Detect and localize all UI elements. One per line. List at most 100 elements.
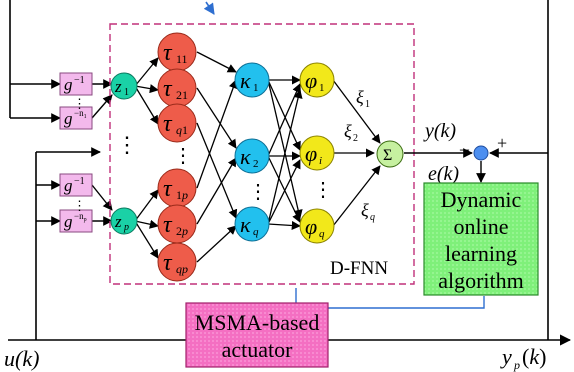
svg-text:κ: κ	[240, 68, 251, 93]
actuator-block: MSMA-based actuator	[185, 302, 329, 368]
svg-text:τ: τ	[163, 76, 173, 102]
rule-node-kappa1: κ 1	[234, 62, 270, 98]
rule-nodes: κ 1 κ 2 ⋮ κ q	[234, 62, 270, 242]
svg-text:τ: τ	[163, 40, 173, 66]
delay-block-1-exp: −1	[74, 75, 85, 86]
svg-text:τ: τ	[163, 111, 173, 137]
svg-text:q: q	[253, 226, 259, 238]
normalization-nodes: φ 1 φ i ⋮ φ q	[299, 62, 335, 244]
svg-text:p: p	[513, 358, 520, 372]
minus-sign: _	[459, 132, 470, 152]
svg-text:g: g	[64, 75, 73, 94]
delay-block-1: g −1	[59, 72, 93, 96]
svg-text:2p: 2p	[176, 224, 188, 238]
norm-dots: ⋮	[313, 179, 333, 201]
svg-text:q1: q1	[176, 123, 188, 137]
learning-line-3: learning	[445, 241, 517, 266]
weight-xi2: ξ 2	[344, 121, 358, 144]
weight-xi1: ξ 1	[356, 87, 370, 110]
membership-dots: ⋮	[173, 145, 193, 167]
weight-labels: ξ 1 ξ 2 ξ q	[344, 87, 375, 223]
plus-sign: +	[497, 133, 507, 153]
svg-text:21: 21	[176, 88, 188, 102]
dfnn-label: D-FNN	[330, 258, 388, 279]
kappa-to-phi-links	[267, 75, 303, 231]
membership-node-tau1p: τ 1p	[157, 168, 197, 208]
svg-text:g: g	[64, 176, 73, 195]
svg-text:z: z	[114, 212, 122, 231]
error-label: e(k)	[428, 163, 459, 185]
input-node-z1: z 1	[110, 72, 138, 100]
norm-node-phi1: φ 1	[299, 62, 335, 98]
svg-text:1: 1	[253, 82, 259, 94]
learning-line-2: online	[454, 214, 509, 239]
learning-line-4: algorithm	[438, 268, 524, 293]
svg-text:q: q	[319, 228, 325, 240]
actuator-line-2: actuator	[222, 337, 294, 362]
delay-block-3-exp: −1	[74, 176, 85, 187]
phi-to-sum-links	[332, 79, 381, 227]
weight-xiq: ξ q	[361, 200, 375, 223]
outer-loop-lines	[9, 0, 549, 340]
sum-node: Σ	[376, 140, 404, 168]
model-output-label: y(k)	[423, 120, 456, 142]
input-dots: ⋮	[116, 132, 138, 157]
svg-text:τ: τ	[163, 250, 173, 276]
membership-node-tauqp: τ qp	[157, 242, 197, 282]
membership-node-tauq1: τ q1	[157, 103, 197, 143]
comparator-node	[473, 145, 489, 161]
svg-text:φ: φ	[305, 141, 317, 166]
delay-block-2-exp: −n1	[74, 108, 87, 120]
rule-dots: ⋮	[248, 181, 268, 203]
plant-output-label: y p (k)	[500, 344, 546, 372]
delay-dots-lower: ⋮	[73, 198, 86, 213]
svg-text:φ: φ	[305, 214, 317, 239]
actuator-line-1: MSMA-based	[195, 310, 320, 335]
z-to-tau-links	[134, 57, 159, 259]
membership-node-tau21: τ 21	[157, 68, 197, 108]
svg-text:g: g	[64, 212, 73, 231]
svg-text:κ: κ	[240, 144, 251, 169]
delay-dots-upper: ⋮	[73, 96, 86, 111]
svg-text:z: z	[114, 77, 122, 96]
svg-text:11: 11	[176, 52, 188, 66]
svg-text:q: q	[370, 212, 375, 223]
membership-node-tau11: τ 11	[157, 32, 197, 72]
norm-node-phiq: φ q	[299, 208, 335, 244]
learning-algorithm-block: Dynamic online learning algorithm	[423, 182, 539, 296]
svg-text:i: i	[319, 155, 322, 167]
svg-text:g: g	[64, 109, 73, 128]
delay-block-4: g −np	[59, 209, 93, 233]
dfnn-frame	[109, 23, 415, 285]
svg-text:κ: κ	[240, 212, 251, 237]
membership-node-tau2p: τ 2p	[157, 204, 197, 244]
svg-text:ξ: ξ	[344, 121, 352, 141]
membership-nodes: τ 11 τ 21 τ q1 ⋮ τ 1p τ 2p τ qp	[157, 32, 197, 282]
svg-text:(k): (k)	[522, 344, 546, 369]
svg-text:1: 1	[365, 99, 370, 110]
tau-to-kappa-links	[196, 51, 238, 263]
svg-text:p: p	[123, 222, 129, 233]
svg-text:2: 2	[253, 158, 259, 170]
input-node-zp: z p	[110, 207, 138, 235]
svg-text:2: 2	[353, 133, 358, 144]
delay-block-4-exp: −np	[74, 211, 87, 223]
svg-text:1: 1	[319, 82, 325, 94]
rule-node-kappa2: κ 2	[234, 138, 270, 174]
adaptation-feedback-line	[295, 288, 485, 309]
rule-node-kappaq: κ q	[234, 206, 270, 242]
svg-text:τ: τ	[163, 212, 173, 238]
delay-block-2: g −n1	[59, 106, 93, 130]
svg-text:τ: τ	[163, 176, 173, 202]
sum-symbol: Σ	[383, 147, 392, 164]
svg-text:qp: qp	[176, 262, 188, 276]
svg-text:φ: φ	[305, 68, 317, 93]
norm-node-phii: φ i	[299, 135, 335, 171]
input-label: u(k)	[4, 346, 39, 371]
svg-text:1: 1	[124, 87, 129, 98]
learning-line-1: Dynamic	[441, 187, 522, 212]
svg-text:y: y	[500, 344, 512, 369]
svg-text:1p: 1p	[176, 188, 188, 202]
